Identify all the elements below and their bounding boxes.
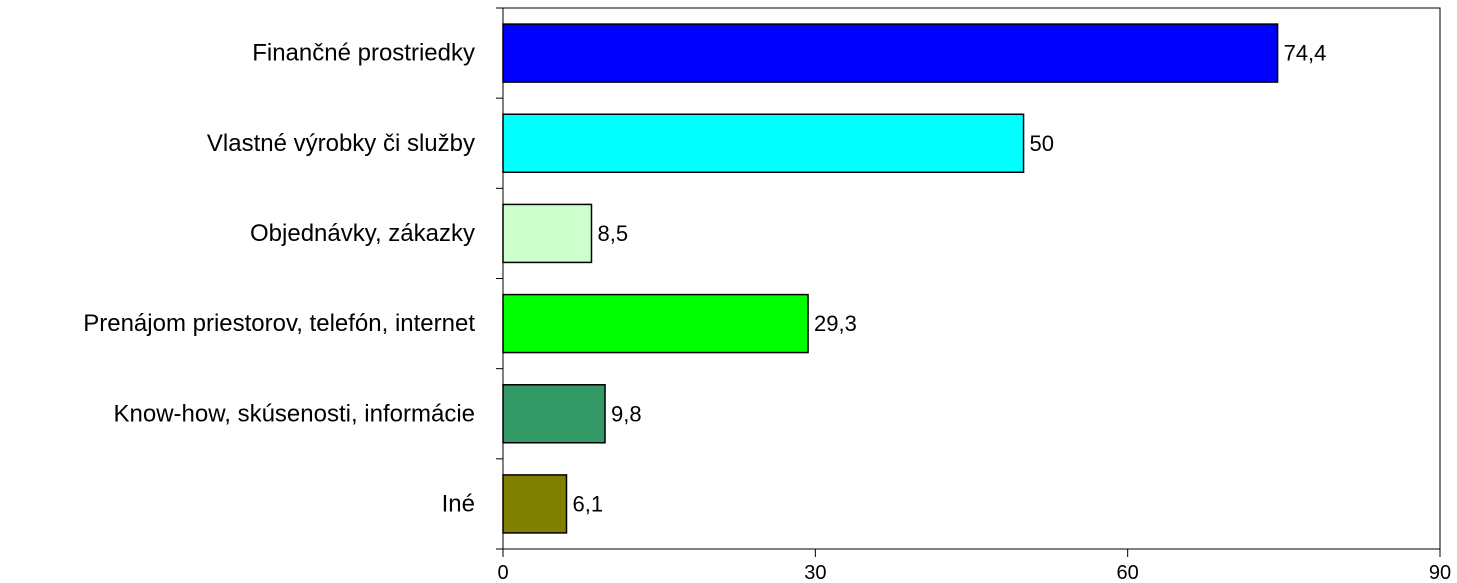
category-label: Know-how, skúsenosti, informácie (114, 400, 476, 427)
bar (503, 114, 1024, 172)
x-axis-ticks: 0 30 60 90 (497, 549, 1451, 583)
x-tick-label: 0 (497, 562, 508, 583)
data-label: 29,3 (814, 311, 857, 336)
category-label: Iné (442, 490, 475, 517)
value-labels: 74,4 50 8,5 29,3 9,8 6,1 (573, 41, 1327, 517)
data-label: 8,5 (597, 221, 628, 246)
category-label: Objednávky, zákazky (250, 220, 475, 247)
data-label: 50 (1030, 131, 1054, 156)
bar (503, 24, 1278, 82)
data-label: 9,8 (611, 401, 642, 426)
x-tick-label: 90 (1429, 562, 1451, 583)
data-label: 6,1 (573, 491, 604, 516)
bar (503, 204, 591, 262)
plot-border (503, 8, 1440, 549)
plot-frame (496, 8, 1440, 549)
bar (503, 295, 808, 353)
category-label: Finančné prostriedky (252, 40, 475, 67)
x-tick-label: 60 (1117, 562, 1139, 583)
data-label: 74,4 (1284, 41, 1327, 66)
category-labels: Finančné prostriedky Vlastné výrobky či s… (83, 40, 475, 518)
category-label: Vlastné výrobky či služby (207, 130, 475, 157)
category-label: Prenájom priestorov, telefón, internet (83, 310, 475, 337)
bars (503, 24, 1278, 533)
bar (503, 475, 567, 533)
bar (503, 385, 605, 443)
x-tick-label: 30 (804, 562, 826, 583)
